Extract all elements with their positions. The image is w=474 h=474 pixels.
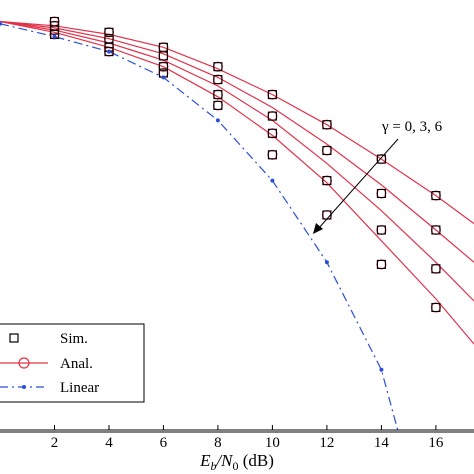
gamma-annotation: γ = 0, 3, 6 — [313, 119, 443, 234]
linear-marker — [161, 75, 166, 80]
x-title-sub-0: 0 — [233, 459, 239, 473]
annotation-arrow-line — [317, 138, 399, 230]
sim-marker — [213, 100, 223, 110]
sim-marker — [431, 264, 441, 274]
linear-marker — [107, 49, 111, 54]
legend-entry-linear: Linear — [0, 380, 99, 396]
gamma-annotation-label: γ = 0, 3, 6 — [381, 119, 443, 135]
sim-marker — [158, 51, 168, 61]
sim-marker — [267, 111, 277, 121]
x-title-e: E — [199, 451, 211, 470]
x-tick-label: 6 — [160, 435, 168, 451]
anal-series-line-2 — [0, 20, 474, 302]
sim-marker — [267, 150, 277, 160]
linear-marker — [0, 21, 2, 26]
sim-marker — [376, 154, 386, 164]
legend-square-marker — [9, 333, 19, 343]
anal-series-line-1 — [0, 20, 474, 263]
x-tick-label: 2 — [51, 435, 59, 451]
anal-series-line-3 — [0, 20, 474, 345]
legend: Sim. Anal. Linear — [0, 323, 145, 403]
legend-dot-marker — [22, 385, 26, 389]
x-tick-label: 12 — [319, 435, 334, 451]
sim-marker — [267, 90, 277, 100]
x-tick-label: 4 — [105, 435, 113, 451]
x-tick-label: 16 — [428, 435, 444, 451]
sim-marker — [213, 90, 223, 100]
sim-marker — [376, 259, 386, 269]
anal-series-line-0 — [0, 20, 474, 225]
sim-marker — [213, 62, 223, 72]
sim-marker — [104, 47, 114, 57]
sim-marker — [322, 176, 332, 186]
linear-marker — [215, 118, 220, 123]
legend-entry-sim: Sim. — [9, 331, 88, 347]
sim-marker — [158, 62, 168, 72]
x-title-unit: (dB) — [239, 451, 274, 470]
x-tick-label: 14 — [374, 435, 390, 451]
linear-marker — [379, 367, 384, 372]
sim-marker — [322, 145, 332, 156]
linear-marker — [52, 34, 57, 39]
sim-marker — [431, 191, 441, 201]
sim-marker — [104, 27, 114, 37]
annotation-arrowhead — [313, 223, 323, 234]
legend-label-sim: Sim. — [60, 331, 88, 347]
legend-circle-marker — [18, 357, 30, 369]
sim-marker — [431, 302, 441, 313]
linear-marker — [270, 178, 275, 183]
x-title-sub-b: b — [210, 459, 216, 473]
sim-marker — [376, 225, 386, 235]
x-tick-label: 8 — [214, 435, 222, 451]
x-axis-title: Eb/N0 (dB) — [199, 451, 274, 473]
sim-marker — [213, 75, 223, 85]
marker-layer — [0, 16, 441, 372]
legend-label-linear: Linear — [60, 380, 99, 396]
sim-marker — [376, 188, 386, 199]
sim-marker — [267, 128, 277, 138]
x-tick-label: 10 — [265, 435, 280, 451]
legend-entry-anal: Anal. — [0, 356, 93, 372]
x-ticks: 2 4 6 8 10 12 14 16 — [51, 425, 444, 451]
linear-marker — [324, 260, 329, 265]
x-title-n: /N — [215, 451, 234, 470]
sim-marker — [322, 120, 332, 130]
legend-label-anal: Anal. — [60, 356, 93, 372]
sim-marker — [431, 225, 441, 235]
